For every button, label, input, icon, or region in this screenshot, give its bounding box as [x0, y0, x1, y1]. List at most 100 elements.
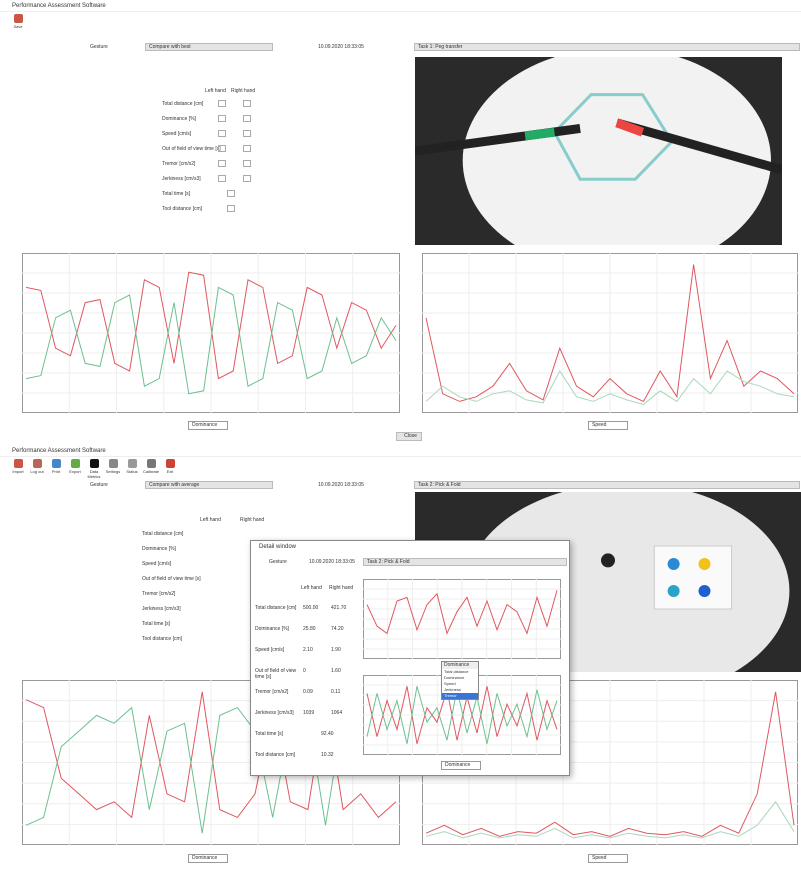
- toolbar-icon[interactable]: [128, 459, 137, 468]
- toolbar-button[interactable]: Log out: [30, 469, 44, 474]
- metric-name: Speed [cm/s]: [162, 131, 192, 137]
- metric-name: Out of field of view time [s]: [255, 668, 297, 680]
- value-box: [243, 115, 251, 122]
- label: Gesture: [90, 482, 108, 488]
- tool-right: [615, 118, 782, 175]
- value-box: [218, 115, 226, 122]
- metric-name: Out of field of view time [s]: [162, 146, 221, 152]
- value-box: [218, 160, 226, 167]
- task: Task 2: Pick & Fold: [363, 558, 567, 566]
- value-box: [227, 205, 235, 212]
- value-box: [243, 145, 251, 152]
- metric-name: Dominance [%]: [255, 626, 289, 632]
- close-button[interactable]: Close: [396, 432, 422, 441]
- series-line: [425, 370, 795, 405]
- toolbar-button[interactable]: Status: [126, 469, 138, 474]
- value-box: [243, 160, 251, 167]
- metric-name: Tremor [cm/s2]: [255, 689, 289, 695]
- metric-value: 1064: [331, 710, 343, 716]
- metric-name: Out of field of view time [s]: [142, 576, 201, 582]
- selector[interactable]: Speed: [588, 421, 628, 430]
- toolbar-icon[interactable]: [33, 459, 42, 468]
- toolbar-button[interactable]: Exit: [166, 469, 174, 474]
- metric-name: Dominance [%]: [162, 116, 196, 122]
- toolbar-button[interactable]: Calibrate: [142, 469, 159, 474]
- task: Task 1: Peg transfer: [414, 43, 800, 51]
- toolbar-icon[interactable]: [71, 459, 80, 468]
- tool-right-band: [615, 118, 645, 137]
- metric-name: Total time [s]: [162, 191, 191, 197]
- toolbar-icon[interactable]: [14, 459, 23, 468]
- selector[interactable]: Dominance: [441, 761, 481, 770]
- metric-name: Total time [s]: [255, 731, 284, 737]
- metric-name: Tool distance [cm]: [255, 752, 296, 758]
- mode-dropdown[interactable]: Compare with average: [145, 481, 273, 489]
- popup-title: Detail window: [259, 544, 297, 550]
- series-line: [25, 271, 397, 380]
- date: 10.09.2020 18:33:05: [309, 559, 355, 565]
- metric-name: Speed [cm/s]: [255, 647, 285, 653]
- close-x[interactable]: [556, 543, 564, 551]
- toolbar-button[interactable]: Import: [12, 469, 24, 474]
- metric-name: Dominance [%]: [142, 546, 176, 552]
- toolbar-icon[interactable]: [14, 14, 23, 23]
- date: 10.09.2020 18:33:05: [318, 482, 364, 488]
- metric-name: Jerkiness [cm/s3]: [142, 606, 181, 612]
- chart: [422, 253, 798, 413]
- metric-value: 1039: [303, 710, 315, 716]
- toolbar-button[interactable]: Export: [69, 469, 81, 474]
- selector[interactable]: Dominance: [188, 421, 228, 430]
- column-header: Left hand: [301, 585, 322, 591]
- date: 10.09.2020 18:33:05: [318, 44, 364, 50]
- value-box: [218, 130, 226, 137]
- label: Gesture: [269, 559, 287, 565]
- object: [667, 585, 680, 597]
- object: [698, 585, 711, 597]
- object: [698, 558, 711, 570]
- toolbar-button[interactable]: Settings: [105, 469, 121, 474]
- column-header: Right hand: [240, 517, 265, 523]
- menu-item[interactable]: Jerkiness: [444, 687, 461, 692]
- task: Task 2: Pick & Fold: [414, 481, 800, 489]
- metric-value: 0: [303, 668, 306, 674]
- toolbar-icon[interactable]: [166, 459, 175, 468]
- camera-view: [415, 57, 782, 245]
- toolbar-icon[interactable]: [52, 459, 61, 468]
- menu-item[interactable]: Total distance: [444, 669, 469, 674]
- metric-name: Tool distance [cm]: [142, 636, 183, 642]
- toolbar-button[interactable]: Save: [13, 24, 23, 29]
- menu-item[interactable]: Dominance: [444, 675, 465, 680]
- selector[interactable]: Dominance: [188, 854, 228, 863]
- metric-name: Jerkiness [cm/s3]: [162, 176, 201, 182]
- toolbar-icon[interactable]: [109, 459, 118, 468]
- column-header: Left hand: [205, 88, 226, 94]
- value-box: [218, 100, 226, 107]
- metric-value: 0.09: [303, 689, 313, 695]
- metric-name: Tremor [cm/s2]: [162, 161, 196, 167]
- metric-value: 1.90: [331, 647, 341, 653]
- series-line: [25, 286, 397, 395]
- value-box: [243, 130, 251, 137]
- menu-item[interactable]: Tremor: [442, 693, 478, 699]
- metric-name: Speed [cm/s]: [142, 561, 172, 567]
- metric-name: Total distance [cm]: [255, 605, 297, 611]
- metric-value: 1.60: [331, 668, 341, 674]
- value-box: [218, 145, 226, 152]
- series-line: [425, 800, 795, 839]
- clamp: [601, 553, 615, 568]
- selector[interactable]: Speed: [588, 854, 628, 863]
- toolbar-icon[interactable]: [147, 459, 156, 468]
- mode-dropdown[interactable]: Compare with best: [145, 43, 273, 51]
- toolbar-button[interactable]: Data Metrics: [87, 469, 101, 479]
- menu-item[interactable]: Speed: [444, 681, 456, 686]
- series-line: [366, 686, 558, 744]
- menu-current[interactable]: Dominance: [442, 662, 478, 669]
- metric-name: Total distance [cm]: [162, 101, 204, 107]
- toolbar-button[interactable]: Print: [51, 469, 61, 474]
- detail-window: Detail window Gesture 10.09.2020 18:33:05 T…: [250, 540, 570, 776]
- toolbar-icon[interactable]: [90, 459, 99, 468]
- metric-value: 74.20: [331, 626, 344, 632]
- title-bar: Performance Assessment Software: [0, 0, 801, 12]
